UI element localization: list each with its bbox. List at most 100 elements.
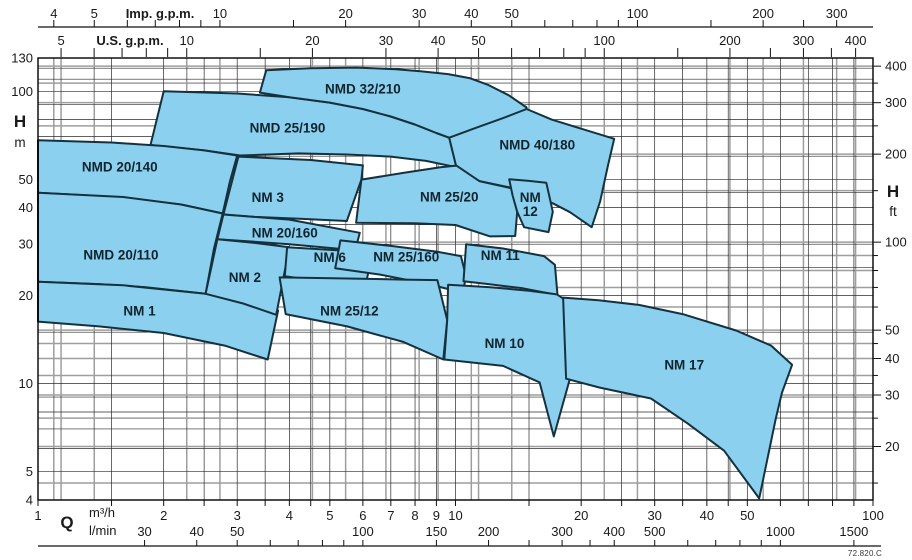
- envelope-label-nmd-20-140: NMD 20/140: [82, 160, 158, 175]
- svg-text:400: 400: [845, 33, 867, 48]
- svg-text:7: 7: [387, 508, 394, 523]
- svg-text:ft: ft: [889, 204, 897, 219]
- svg-text:40: 40: [190, 524, 204, 539]
- envelope-label-nm-3: NM 3: [252, 190, 285, 205]
- svg-text:m: m: [14, 135, 25, 150]
- axis-imp-gpm: 4 5 10 20 30 40 50 100 200 300 Imp. g.p.m.: [38, 6, 873, 28]
- svg-text:100: 100: [593, 33, 615, 48]
- svg-text:5: 5: [91, 6, 98, 21]
- svg-text:20: 20: [338, 6, 352, 21]
- svg-text:6: 6: [359, 508, 366, 523]
- svg-text:1: 1: [34, 508, 41, 523]
- svg-text:40: 40: [700, 508, 714, 523]
- envelope-label-nm-25-20: NM 25/20: [420, 189, 479, 204]
- envelope-label-nm-25-12: NM 25/12: [320, 304, 379, 319]
- svg-text:100: 100: [862, 508, 884, 523]
- svg-text:50: 50: [740, 508, 754, 523]
- svg-text:20: 20: [19, 288, 33, 303]
- svg-text:200: 200: [752, 6, 774, 21]
- svg-text:20: 20: [885, 439, 899, 454]
- svg-text:H: H: [887, 182, 899, 201]
- axis-h-m: 130 100 50 40 30 20 10 5 4 Hm: [11, 51, 33, 508]
- svg-text:30: 30: [885, 388, 899, 403]
- axis-q-m3h: 1 2 3 4 5 6 7 8 9 10 20 30 40 50 100 Qm³/h: [34, 500, 884, 532]
- envelope-nm-2: [204, 238, 291, 316]
- svg-text:100: 100: [11, 84, 33, 99]
- svg-text:m³/h: m³/h: [89, 505, 115, 520]
- envelope-nm-17: [562, 296, 794, 500]
- svg-text:400: 400: [603, 524, 625, 539]
- svg-text:200: 200: [478, 524, 500, 539]
- envelope-label-nm-17: NM 17: [664, 357, 704, 372]
- svg-text:4: 4: [26, 493, 33, 508]
- svg-text:40: 40: [464, 6, 478, 21]
- envelope-label-nm-12: NM 12: [520, 190, 541, 219]
- envelope-label-nm-2: NM 2: [229, 270, 261, 285]
- svg-text:40: 40: [19, 200, 33, 215]
- svg-text:U.S. g.p.m.: U.S. g.p.m.: [96, 33, 163, 48]
- drawing-code: 72.820.C: [847, 549, 882, 558]
- svg-text:30: 30: [412, 6, 426, 21]
- envelope-nmd-20-110: [37, 191, 224, 295]
- svg-text:1500: 1500: [839, 524, 868, 539]
- svg-text:50: 50: [505, 6, 519, 21]
- svg-text:Imp. g.p.m.: Imp. g.p.m.: [126, 6, 195, 21]
- svg-text:40: 40: [885, 351, 899, 366]
- svg-text:300: 300: [551, 524, 573, 539]
- svg-text:50: 50: [19, 172, 33, 187]
- svg-text:10: 10: [213, 6, 227, 21]
- svg-text:3: 3: [234, 508, 241, 523]
- svg-text:400: 400: [885, 59, 907, 74]
- svg-text:50: 50: [885, 323, 899, 338]
- svg-text:2: 2: [160, 508, 167, 523]
- svg-text:10: 10: [448, 508, 462, 523]
- pump-envelopes: [37, 66, 794, 500]
- envelope-label-nm-10: NM 10: [485, 336, 525, 351]
- svg-text:1000: 1000: [766, 524, 795, 539]
- svg-text:H: H: [14, 112, 26, 131]
- svg-text:300: 300: [793, 33, 815, 48]
- svg-text:300: 300: [885, 95, 907, 110]
- envelope-label-nm-6: NM 6: [314, 250, 347, 265]
- svg-text:100: 100: [627, 6, 649, 21]
- svg-text:300: 300: [826, 6, 848, 21]
- svg-text:30: 30: [647, 508, 661, 523]
- svg-text:30: 30: [19, 237, 33, 252]
- svg-text:40: 40: [431, 33, 445, 48]
- svg-text:130: 130: [11, 51, 33, 66]
- envelope-label-nm-1: NM 1: [123, 304, 156, 319]
- svg-text:10: 10: [19, 376, 33, 391]
- svg-text:4: 4: [50, 6, 57, 21]
- envelope-label-nm-11: NM 11: [481, 248, 521, 263]
- svg-text:10: 10: [180, 33, 194, 48]
- svg-text:30: 30: [137, 524, 151, 539]
- svg-text:50: 50: [230, 524, 244, 539]
- svg-text:30: 30: [379, 33, 393, 48]
- axis-q-lmin: 30 40 50 100 150 200 300 400 500 1000 1500 l/min: [38, 523, 881, 547]
- svg-text:8: 8: [411, 508, 418, 523]
- svg-text:500: 500: [644, 524, 666, 539]
- svg-text:200: 200: [719, 33, 741, 48]
- svg-text:9: 9: [433, 508, 440, 523]
- svg-text:5: 5: [326, 508, 333, 523]
- svg-text:4: 4: [286, 508, 293, 523]
- envelope-label-nm-20-160: NM 20/160: [252, 226, 318, 241]
- envelope-nm-12: [508, 178, 554, 234]
- svg-text:100: 100: [885, 235, 907, 250]
- svg-text:200: 200: [885, 147, 907, 162]
- envelope-label-nmd-32-210: NMD 32/210: [325, 81, 401, 96]
- envelope-nm-3: [222, 155, 364, 222]
- envelope-label-nmd-20-110: NMD 20/110: [83, 248, 158, 263]
- pump-envelope-labels: NMD 25/190 NMD 32/210 NMD 40/180 NMD 20/140…: [82, 81, 704, 372]
- svg-text:150: 150: [426, 524, 448, 539]
- axis-h-ft: 400 300 200 100 50 40 30 20 Hft: [873, 59, 907, 484]
- envelope-label-nmd-25-190: NMD 25/190: [250, 121, 326, 136]
- svg-text:100: 100: [352, 524, 374, 539]
- envelope-label-nmd-40-180: NMD 40/180: [499, 138, 575, 153]
- svg-text:5: 5: [57, 33, 64, 48]
- envelope-nm-1: [37, 280, 280, 361]
- svg-text:50: 50: [471, 33, 485, 48]
- svg-text:l/min: l/min: [89, 523, 116, 538]
